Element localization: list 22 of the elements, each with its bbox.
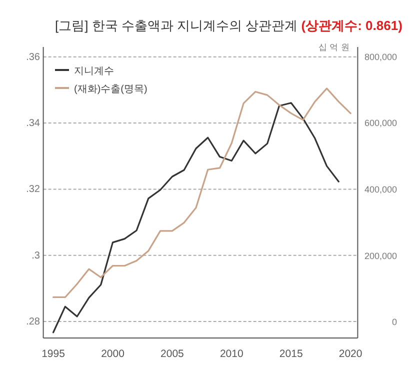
legend-label: 지니계수 xyxy=(74,66,114,77)
y-tick-label: .34 xyxy=(26,118,40,130)
x-tick-label: 1995 xyxy=(42,348,66,360)
text: (상관계수: 0.861) xyxy=(298,18,402,33)
y-tick-label: .3 xyxy=(32,250,40,262)
y2-tick-label: 800,000 xyxy=(364,52,397,62)
annotation: 십 억 원 xyxy=(318,42,350,52)
line-series xyxy=(52,102,340,334)
x-tick-label: 2020 xyxy=(338,348,362,360)
x-tick-label: 2000 xyxy=(101,348,125,360)
x-tick-label: 2015 xyxy=(279,348,303,360)
y2-tick-label: 400,000 xyxy=(364,184,397,195)
legend-label: (재화)수출(명목) xyxy=(74,84,148,95)
chart-title: [그림] 한국 수출액과 지니계수의 상관관계 xyxy=(55,18,298,33)
y-tick-label: .36 xyxy=(26,52,40,63)
x-tick-label: 2005 xyxy=(160,348,184,360)
y2-tick-label: 600,000 xyxy=(364,118,397,128)
y-tick-label: .32 xyxy=(26,184,40,196)
y2-tick-label: 200,000 xyxy=(364,250,397,261)
y-tick-label: .28 xyxy=(26,316,40,328)
x-tick-label: 2010 xyxy=(220,348,244,360)
y2-tick-label: 0 xyxy=(392,317,397,328)
